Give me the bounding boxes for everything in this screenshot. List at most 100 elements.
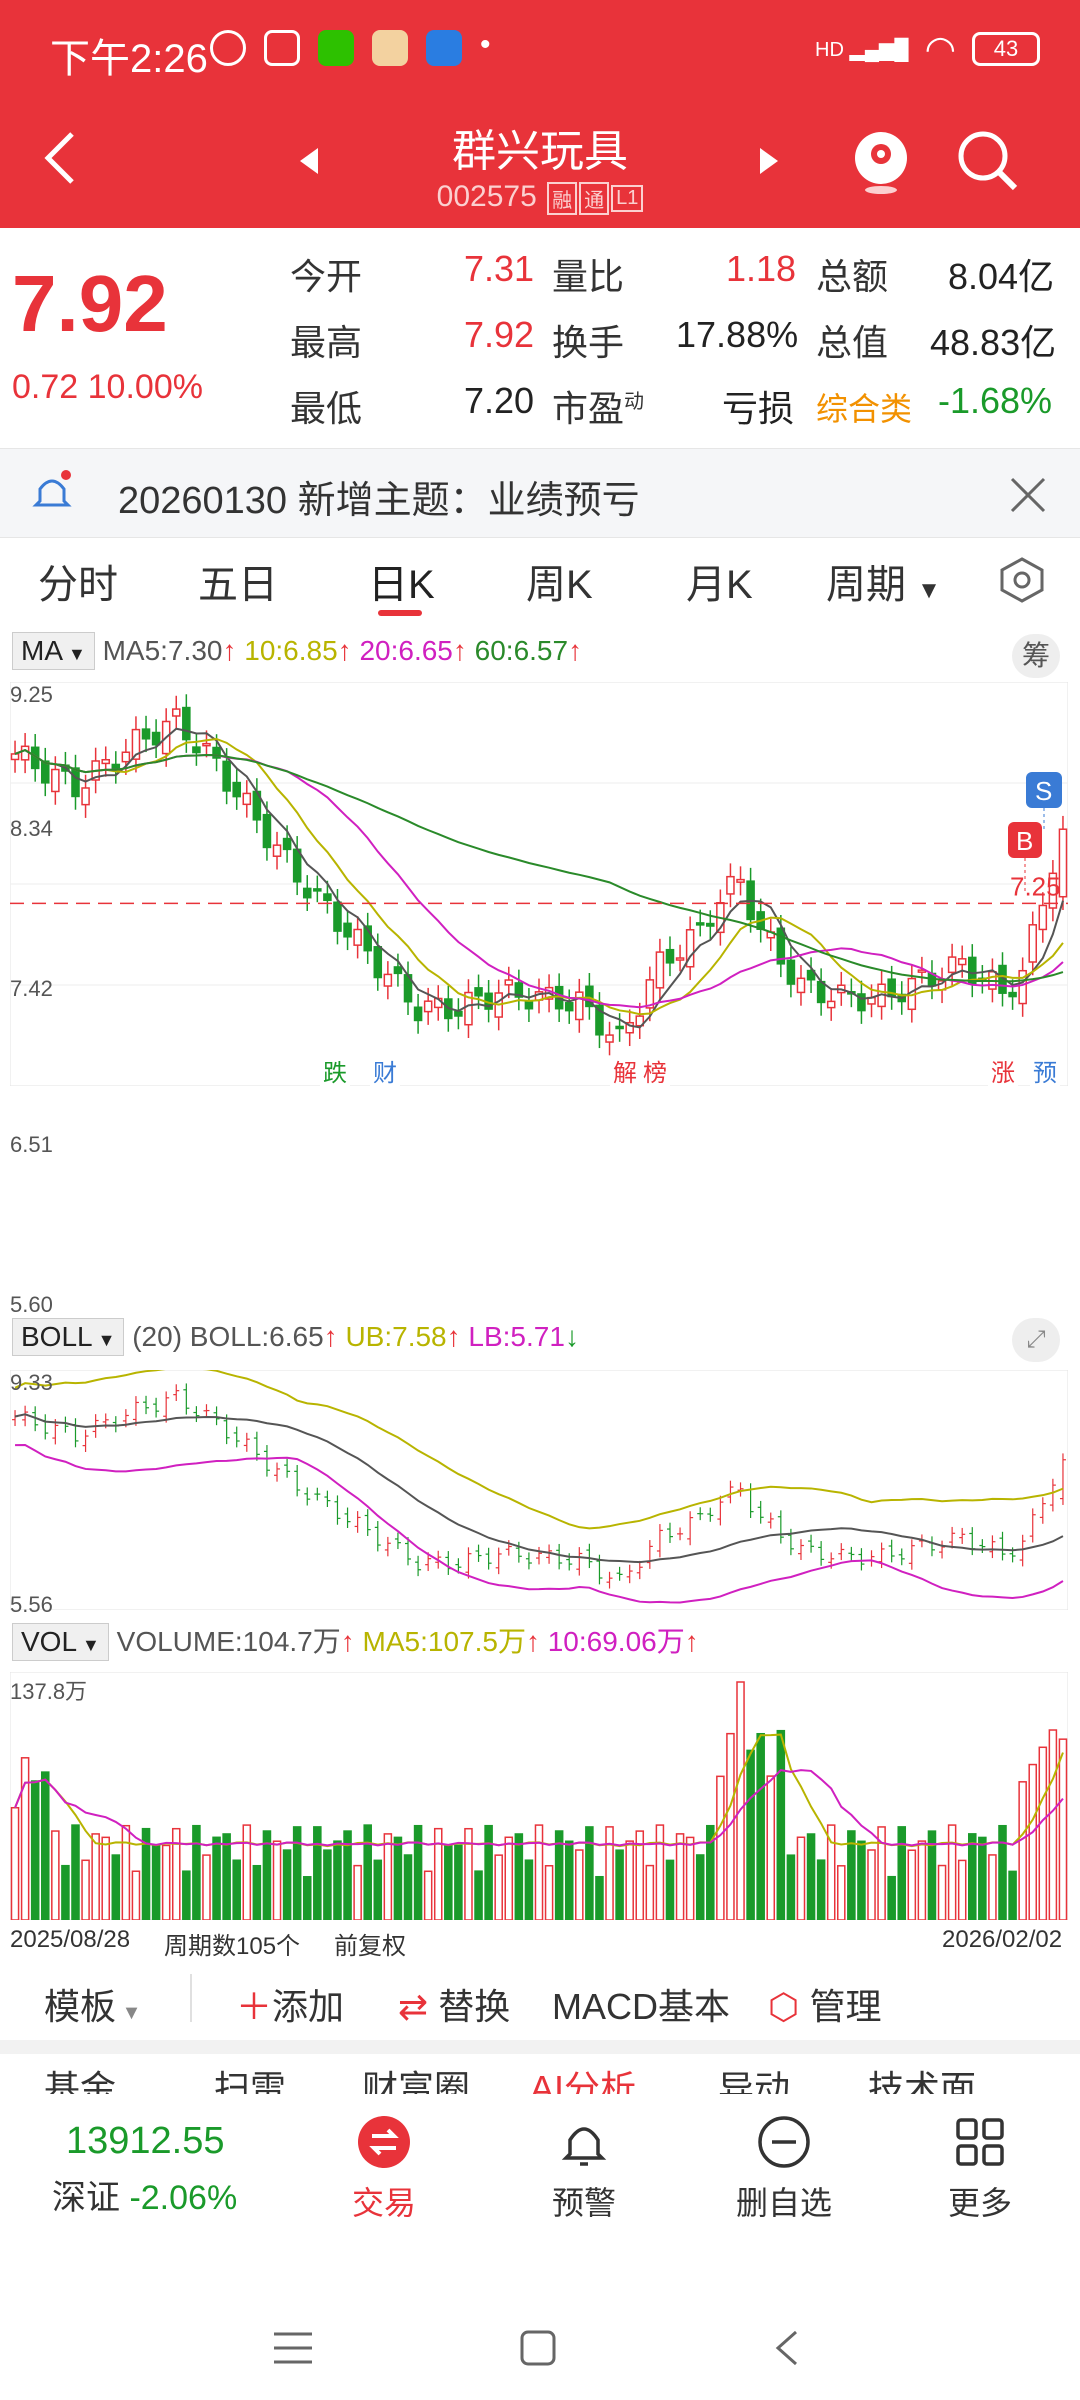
- tab-daily-k[interactable]: 日K: [368, 563, 435, 607]
- turnover-rate-value: 17.88%: [676, 314, 799, 355]
- tab-five-day[interactable]: 五日: [198, 563, 278, 607]
- expand-icon[interactable]: ⤢: [1012, 1318, 1060, 1362]
- sector-label[interactable]: 综合类: [816, 391, 913, 427]
- turnover-amount-label: 总额: [816, 256, 889, 297]
- ma10-value: 10:6.85: [244, 635, 338, 666]
- volume-bar: [383, 1833, 393, 1920]
- close-icon[interactable]: [1008, 475, 1048, 515]
- candle-body: [776, 927, 786, 965]
- ma10-line: [14, 737, 1064, 1016]
- tab-technical[interactable]: 技术面: [868, 2068, 977, 2094]
- replace-indicator-button[interactable]: ⇄ 替换: [398, 1978, 510, 2030]
- manage-button[interactable]: ⬡ 管理: [768, 1978, 881, 2030]
- ma-selector[interactable]: MA ▼: [12, 632, 95, 670]
- signal-icon: HD ▂▄▆█: [815, 38, 909, 61]
- buy-signal-badge: [1008, 822, 1042, 858]
- ma60-value: 60:6.57: [474, 635, 569, 666]
- candle-body: [81, 787, 90, 806]
- template-button[interactable]: 模板 ▼: [44, 1978, 141, 2030]
- chip-distribution-button[interactable]: 筹: [1012, 634, 1060, 678]
- tab-weekly-k[interactable]: 周K: [526, 563, 593, 607]
- candle-body: [313, 888, 322, 892]
- replace-label: 替换: [438, 1986, 511, 2027]
- add-indicator-button[interactable]: ＋添加: [236, 1978, 344, 2030]
- candle-body: [796, 977, 806, 994]
- nav-more[interactable]: 更多: [920, 2114, 1040, 2224]
- more-dot-icon: •: [480, 28, 491, 61]
- tab-period[interactable]: 周期 ▼: [826, 552, 941, 610]
- volume-bar: [776, 1729, 786, 1920]
- volume-bar: [927, 1830, 937, 1920]
- ma60-line: [14, 749, 1064, 983]
- volume-bar: [615, 1849, 624, 1920]
- status-notification-icons: •: [210, 30, 491, 66]
- volume-bar: [333, 1840, 342, 1920]
- search-icon[interactable]: [955, 128, 1021, 194]
- nav-trade[interactable]: 交易: [324, 2114, 444, 2224]
- arrow-up-icon: ↑: [323, 1321, 338, 1352]
- volume-bar: [988, 1854, 997, 1920]
- index-change: -2.06%: [129, 2179, 238, 2217]
- recent-apps-icon[interactable]: [272, 2330, 314, 2366]
- candle-body: [192, 746, 201, 754]
- arrow-up-icon: ↑: [337, 635, 352, 666]
- boll-chart[interactable]: [10, 1370, 1068, 1610]
- tab-ai-analysis[interactable]: AI分析: [530, 2068, 637, 2094]
- back-nav-icon[interactable]: [772, 2328, 800, 2368]
- notice-bar[interactable]: 20260130 新增主题：业绩预亏: [0, 448, 1080, 538]
- volume-bar: [121, 1824, 131, 1920]
- low-label: 最低: [290, 388, 363, 429]
- connect-tag: 通: [579, 181, 610, 215]
- volume-bar: [131, 1870, 141, 1920]
- volume-bar: [625, 1840, 634, 1920]
- volume-bar: [313, 1826, 322, 1920]
- volume-bar: [353, 1864, 362, 1920]
- current-price: 7.92: [12, 259, 168, 348]
- previous-stock-icon[interactable]: [296, 146, 320, 176]
- boll-mid-value: BOLL:6.65: [189, 1321, 324, 1352]
- boll-y-top: 9.33: [10, 1370, 53, 1395]
- next-stock-icon[interactable]: [758, 146, 782, 176]
- candle-body: [514, 982, 524, 998]
- volume-bar: [10, 1806, 20, 1920]
- volume-bar: [373, 1859, 383, 1920]
- volume-bar: [937, 1864, 947, 1920]
- marker-box: [1030, 1058, 1060, 1086]
- tab-monthly-k[interactable]: 月K: [686, 563, 753, 607]
- status-bar: 下午2:26 • HD ▂▄▆█ ◠ 43: [0, 0, 1080, 100]
- volume-bar: [635, 1830, 645, 1920]
- volume-bar: [746, 1749, 755, 1920]
- volume-bar: [494, 1854, 503, 1920]
- volume-bar: [544, 1865, 554, 1920]
- marker-label: 涨: [991, 1059, 1015, 1086]
- index-line[interactable]: 深证 -2.06%: [52, 2170, 237, 2219]
- volume-chart[interactable]: [10, 1672, 1068, 1920]
- tab-movement[interactable]: 异动: [718, 2068, 791, 2094]
- arrow-up-icon: ↑: [446, 1321, 461, 1352]
- volume-bar: [474, 1870, 483, 1920]
- kline-chart[interactable]: 7.25 跌财 解榜 涨预 BS: [10, 682, 1068, 1086]
- volume-bar: [1008, 1870, 1017, 1920]
- mascot-icon[interactable]: [848, 124, 914, 196]
- tab-wealth-circle[interactable]: 财富圈: [362, 2068, 471, 2094]
- nav-remove-watchlist[interactable]: 删自选: [724, 2114, 844, 2224]
- divider: [190, 1974, 192, 2022]
- boll-selector[interactable]: BOLL ▼: [12, 1318, 125, 1356]
- candle-body: [1028, 924, 1038, 963]
- tab-intraday[interactable]: 分时: [38, 563, 118, 607]
- volume-bar: [524, 1859, 534, 1920]
- home-icon[interactable]: [518, 2328, 558, 2368]
- level-tag: L1: [611, 184, 644, 212]
- open-label: 今开: [290, 256, 363, 297]
- tab-fund[interactable]: 基金: [44, 2068, 117, 2094]
- index-value[interactable]: 13912.55: [66, 2120, 225, 2162]
- settings-hexagon-icon[interactable]: [998, 556, 1046, 604]
- volume-bar: [1038, 1746, 1048, 1920]
- volume-bar: [161, 1844, 171, 1920]
- vol-selector[interactable]: VOL ▼: [12, 1623, 109, 1661]
- tab-risk-scan[interactable]: 扫雷: [214, 2068, 287, 2094]
- turnover-amount-value: 8.04亿: [948, 256, 1055, 297]
- macd-indicator-button[interactable]: MACD基本: [552, 1986, 730, 2027]
- back-icon[interactable]: [40, 128, 80, 188]
- nav-alert[interactable]: 预警: [524, 2114, 644, 2224]
